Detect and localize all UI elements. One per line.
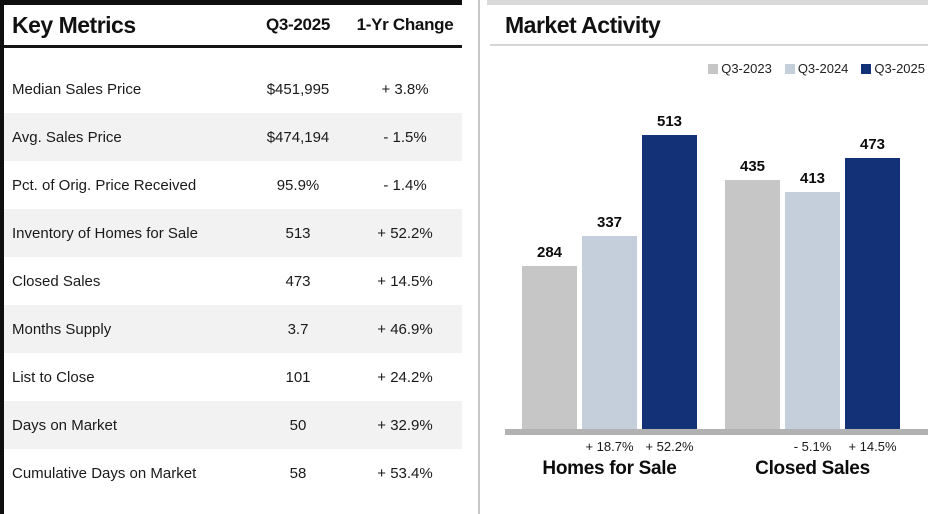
table-row: Cumulative Days on Market 58 + 53.4%	[4, 449, 462, 497]
legend-swatch-q3-2023	[708, 63, 719, 74]
table-row: Pct. of Orig. Price Received 95.9% - 1.4…	[4, 161, 462, 209]
chart-title: Market Activity	[505, 12, 661, 38]
legend-item: Q3-2023	[708, 61, 772, 76]
homes-for-sale-group: 284 337 513 + 18.7% + 52.2%	[522, 113, 697, 480]
table-row: List to Close 101 + 24.2%	[4, 353, 462, 401]
title-underline	[490, 44, 928, 46]
metric-label: Avg. Sales Price	[12, 128, 122, 146]
bar-value-label: 473	[859, 136, 886, 153]
metric-value: 58	[289, 464, 307, 482]
bar-cell: 513	[642, 113, 697, 429]
metric-value: 50	[289, 416, 307, 434]
metric-change: + 14.5%	[377, 272, 433, 290]
panel-top-border	[487, 0, 928, 5]
closed-sales-q3-2025-bar	[845, 158, 900, 429]
legend-swatch-q3-2025	[861, 63, 872, 74]
metric-label: Months Supply	[12, 320, 112, 338]
bar-cell: 473	[845, 136, 900, 429]
change-labels-row: + 18.7% + 52.2%	[522, 439, 697, 454]
closed-sales-group: 435 413 473 - 5.1% + 14.5%	[725, 135, 900, 480]
metric-label: Closed Sales	[12, 272, 101, 290]
homes-for-sale-q3-2023-bar	[522, 266, 577, 429]
bar-chart: 284 337 513 + 18.7% + 52.2%	[522, 113, 900, 480]
category-label-closed-sales: Closed Sales	[755, 458, 870, 479]
bar-value-label: 413	[799, 170, 826, 187]
bar-group: 435 413 473	[725, 135, 900, 429]
chart-baseline	[505, 429, 928, 435]
metric-change: + 46.9%	[377, 320, 433, 338]
metric-label: Days on Market	[12, 416, 118, 434]
table-row: Avg. Sales Price $474,194 - 1.5%	[4, 113, 462, 161]
metric-label: List to Close	[12, 368, 95, 386]
metric-value: 95.9%	[276, 176, 320, 194]
homes-for-sale-q3-2024-bar	[582, 236, 637, 429]
change-label: - 5.1%	[793, 439, 832, 454]
metric-value: 101	[285, 368, 311, 386]
legend-item: Q3-2025	[861, 61, 925, 76]
change-label	[725, 439, 780, 454]
metric-change: - 1.5%	[383, 128, 427, 146]
table-row: Inventory of Homes for Sale 513 + 52.2%	[4, 209, 462, 257]
panel-divider	[478, 0, 480, 514]
chart-legend: Q3-2023 Q3-2024 Q3-2025	[708, 61, 925, 76]
key-metrics-panel: Key Metrics Q3-2025 1-Yr Change Median S…	[0, 0, 462, 514]
column-header-period: Q3-2025	[265, 15, 331, 34]
bar-cell: 413	[785, 170, 840, 429]
metric-label: Median Sales Price	[12, 80, 142, 98]
legend-label: Q3-2023	[721, 61, 772, 76]
bar-cell: 337	[582, 214, 637, 429]
metric-value: $474,194	[266, 128, 330, 146]
key-metrics-header: Key Metrics Q3-2025 1-Yr Change	[4, 5, 462, 48]
key-metrics-title: Key Metrics	[12, 11, 136, 38]
bar-value-label: 513	[656, 113, 683, 130]
metric-change: - 1.4%	[383, 176, 427, 194]
metric-change: + 3.8%	[381, 80, 429, 98]
category-label-homes-for-sale: Homes for Sale	[542, 458, 677, 479]
legend-label: Q3-2025	[874, 61, 925, 76]
metric-label: Pct. of Orig. Price Received	[12, 176, 197, 194]
bar-value-label: 284	[536, 244, 563, 261]
legend-item: Q3-2024	[784, 61, 849, 76]
market-activity-panel: Market Activity Q3-2023 Q3-2024 Q3-2025	[481, 0, 928, 514]
legend-swatch-q3-2024	[784, 63, 795, 74]
bar-cell: 435	[725, 158, 780, 429]
key-metrics-rows: Median Sales Price $451,995 + 3.8% Avg. …	[4, 65, 462, 497]
bar-value-label: 337	[596, 214, 623, 231]
change-label	[522, 439, 577, 454]
metric-label: Inventory of Homes for Sale	[12, 224, 198, 242]
table-row: Days on Market 50 + 32.9%	[4, 401, 462, 449]
panel-top-border	[4, 0, 462, 5]
change-label: + 18.7%	[585, 439, 634, 454]
table-row: Closed Sales 473 + 14.5%	[4, 257, 462, 305]
metric-change: + 24.2%	[377, 368, 433, 386]
homes-for-sale-q3-2025-bar	[642, 135, 697, 429]
column-header-change: 1-Yr Change	[356, 15, 454, 34]
change-labels-row: - 5.1% + 14.5%	[725, 439, 900, 454]
change-label: + 52.2%	[645, 439, 694, 454]
change-label: + 14.5%	[848, 439, 897, 454]
legend-label: Q3-2024	[797, 61, 849, 76]
metric-value: 513	[285, 224, 311, 242]
metric-change: + 52.2%	[377, 224, 433, 242]
closed-sales-q3-2023-bar	[725, 180, 780, 429]
metric-label: Cumulative Days on Market	[12, 464, 197, 482]
metric-value: 473	[285, 272, 311, 290]
bar-value-label: 435	[739, 158, 766, 175]
bar-group: 284 337 513	[522, 113, 697, 429]
table-row: Median Sales Price $451,995 + 3.8%	[4, 65, 462, 113]
metric-change: + 32.9%	[377, 416, 433, 434]
metric-value: 3.7	[287, 320, 309, 338]
bar-cell: 284	[522, 244, 577, 429]
metric-change: + 53.4%	[377, 464, 433, 482]
metric-value: $451,995	[266, 80, 330, 98]
table-row: Months Supply 3.7 + 46.9%	[4, 305, 462, 353]
closed-sales-q3-2024-bar	[785, 192, 840, 429]
